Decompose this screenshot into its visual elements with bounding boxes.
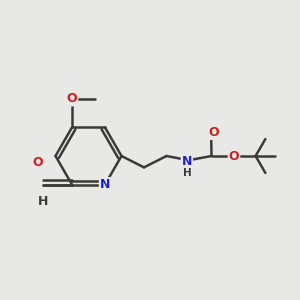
Text: O: O xyxy=(208,126,219,139)
Text: N: N xyxy=(100,178,110,191)
Text: N: N xyxy=(182,155,192,168)
Text: H: H xyxy=(183,168,192,178)
Text: H: H xyxy=(38,196,49,208)
Text: O: O xyxy=(229,149,239,163)
Text: O: O xyxy=(32,157,43,169)
Text: O: O xyxy=(67,92,77,105)
